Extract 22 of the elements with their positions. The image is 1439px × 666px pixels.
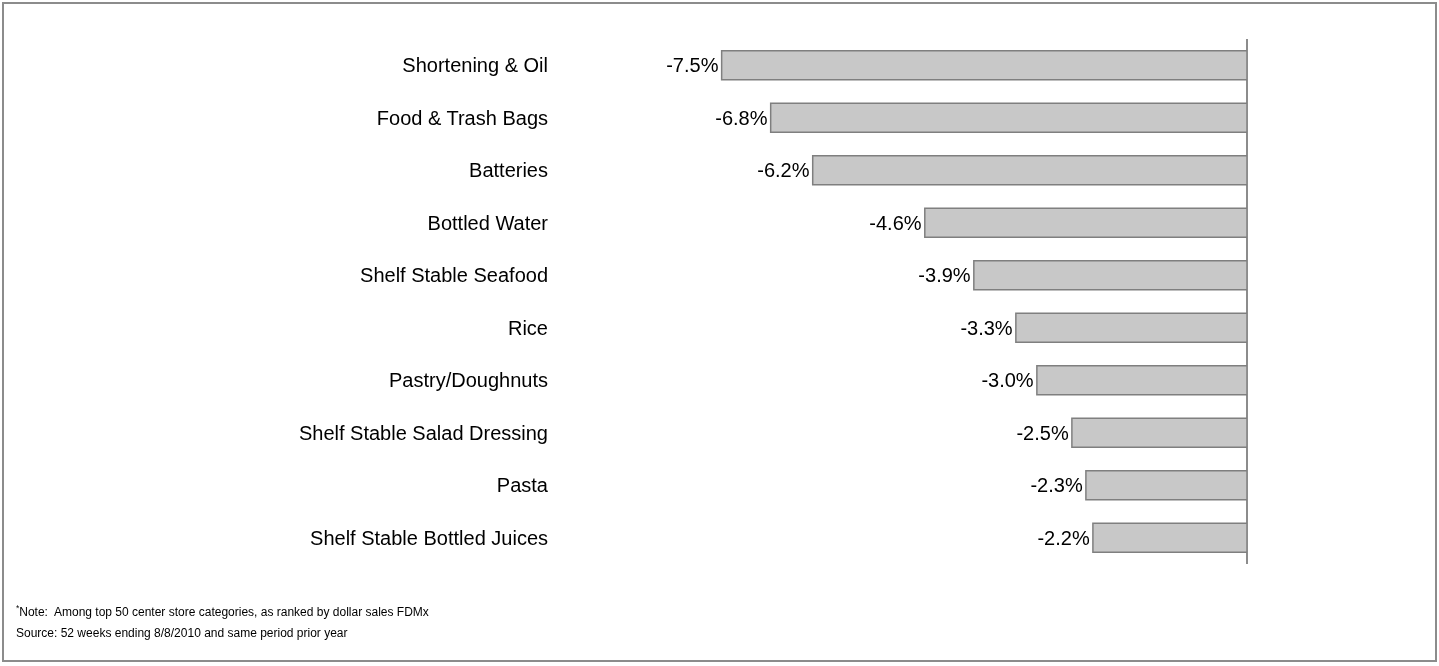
y-tick-label: Shelf Stable Seafood xyxy=(360,264,548,287)
data-label: -2.2% xyxy=(1037,526,1090,549)
data-label: -4.6% xyxy=(869,211,922,234)
data-label: -7.5% xyxy=(666,54,719,77)
data-label: -6.8% xyxy=(715,106,768,129)
data-label: -3.3% xyxy=(960,316,1013,339)
source-note: Source: 52 weeks ending 8/8/2010 and same period prior year xyxy=(16,626,348,640)
y-tick-label: Shelf Stable Bottled Juices xyxy=(310,526,548,549)
y-tick-label: Food & Trash Bags xyxy=(376,106,548,129)
data-label: -3.0% xyxy=(981,369,1034,392)
text: $^{*}$Note: Among top 50 center store categories, as ranked by dollar sales FDMx xyxy=(16,603,429,620)
y-tick-label: Pastry/Doughnuts xyxy=(389,369,548,392)
data-label: -2.5% xyxy=(1016,421,1069,444)
y-tick-label: Batteries xyxy=(469,159,548,182)
y-tick-label: Shortening & Oil xyxy=(402,54,548,77)
data-label: -3.9% xyxy=(918,264,971,287)
y-tick-label: Pasta xyxy=(496,474,549,497)
data-label: -6.2% xyxy=(757,159,810,182)
data-label: -2.3% xyxy=(1030,474,1083,497)
y-tick-label: Bottled Water xyxy=(427,211,549,234)
y-tick-label: Shelf Stable Salad Dressing xyxy=(298,421,548,444)
y-tick-label: Rice xyxy=(507,316,548,339)
